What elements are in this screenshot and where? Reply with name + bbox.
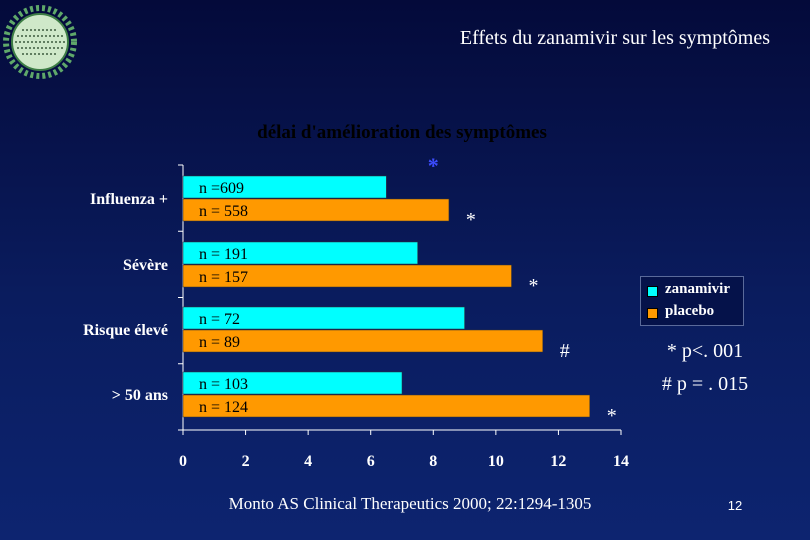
slide-title: Effets du zanamivir sur les symptômes: [459, 27, 770, 49]
significance-note-p001: * p<. 001: [666, 340, 744, 362]
x-tick-label: 6: [367, 453, 375, 470]
sample-size-label: n = 157: [199, 269, 248, 286]
sample-size-label: n = 103: [199, 376, 248, 393]
category-label: Sévère: [123, 257, 168, 274]
bar-zanamivir: [182, 241, 418, 265]
legend-swatch-zanamivir: [647, 286, 658, 297]
x-tick-labels: 0 2 4 6 8 10 12 14: [179, 453, 629, 470]
significance-marker: #: [560, 340, 570, 362]
x-tick-label: 0: [179, 453, 187, 470]
sample-size-label: n = 89: [199, 334, 240, 351]
significance-marker: *: [529, 275, 539, 297]
significance-marker: *: [466, 209, 476, 231]
bar-placebo: [182, 394, 590, 418]
bar-placebo: [182, 329, 544, 353]
x-tick-label: 14: [613, 453, 629, 470]
significance-marker: *: [607, 405, 617, 427]
x-tick-label: 12: [550, 453, 566, 470]
category-label: > 50 ans: [112, 387, 168, 404]
sample-size-label: n = 558: [199, 203, 248, 220]
significance-note-p015: # p = . 015: [661, 373, 749, 395]
bar-placebo: [182, 198, 450, 222]
citation: Monto AS Clinical Therapeutics 2000; 22:…: [228, 494, 592, 513]
bar-zanamivir: [182, 175, 387, 199]
x-tick-label: 2: [242, 453, 250, 470]
chart-title: délai d'amélioration des symptômes: [257, 122, 547, 143]
sample-size-label: n = 191: [199, 246, 248, 263]
bar-zanamivir: [182, 371, 403, 395]
significance-markers: * * # * *: [428, 153, 617, 427]
legend-label: zanamivir: [665, 281, 730, 297]
chart-bars: [182, 175, 590, 418]
sample-size-label: n = 124: [199, 399, 248, 416]
bar-zanamivir: [182, 306, 465, 330]
sample-size-label: n = 72: [199, 311, 240, 328]
sample-size-labels: n =609 n = 558 n = 191 n = 157 n = 72 n = 89 n…: [199, 180, 248, 416]
category-labels: Influenza + Sévère Risque élevé > 50 ans: [83, 191, 168, 404]
chart-legend: zanamivir placebo: [640, 276, 744, 326]
reference-marker: *: [428, 153, 439, 178]
bar-placebo: [182, 264, 512, 288]
legend-swatch-placebo: [647, 308, 658, 319]
page-number: 12: [727, 498, 743, 513]
category-label: Risque élevé: [83, 322, 168, 339]
x-tick-label: 10: [488, 453, 504, 470]
x-tick-label: 8: [429, 453, 437, 470]
legend-label: placebo: [665, 303, 715, 319]
sample-size-label: n =609: [199, 180, 244, 197]
category-label: Influenza +: [90, 191, 168, 208]
x-tick-label: 4: [304, 453, 312, 470]
virus-icon: [3, 5, 77, 79]
